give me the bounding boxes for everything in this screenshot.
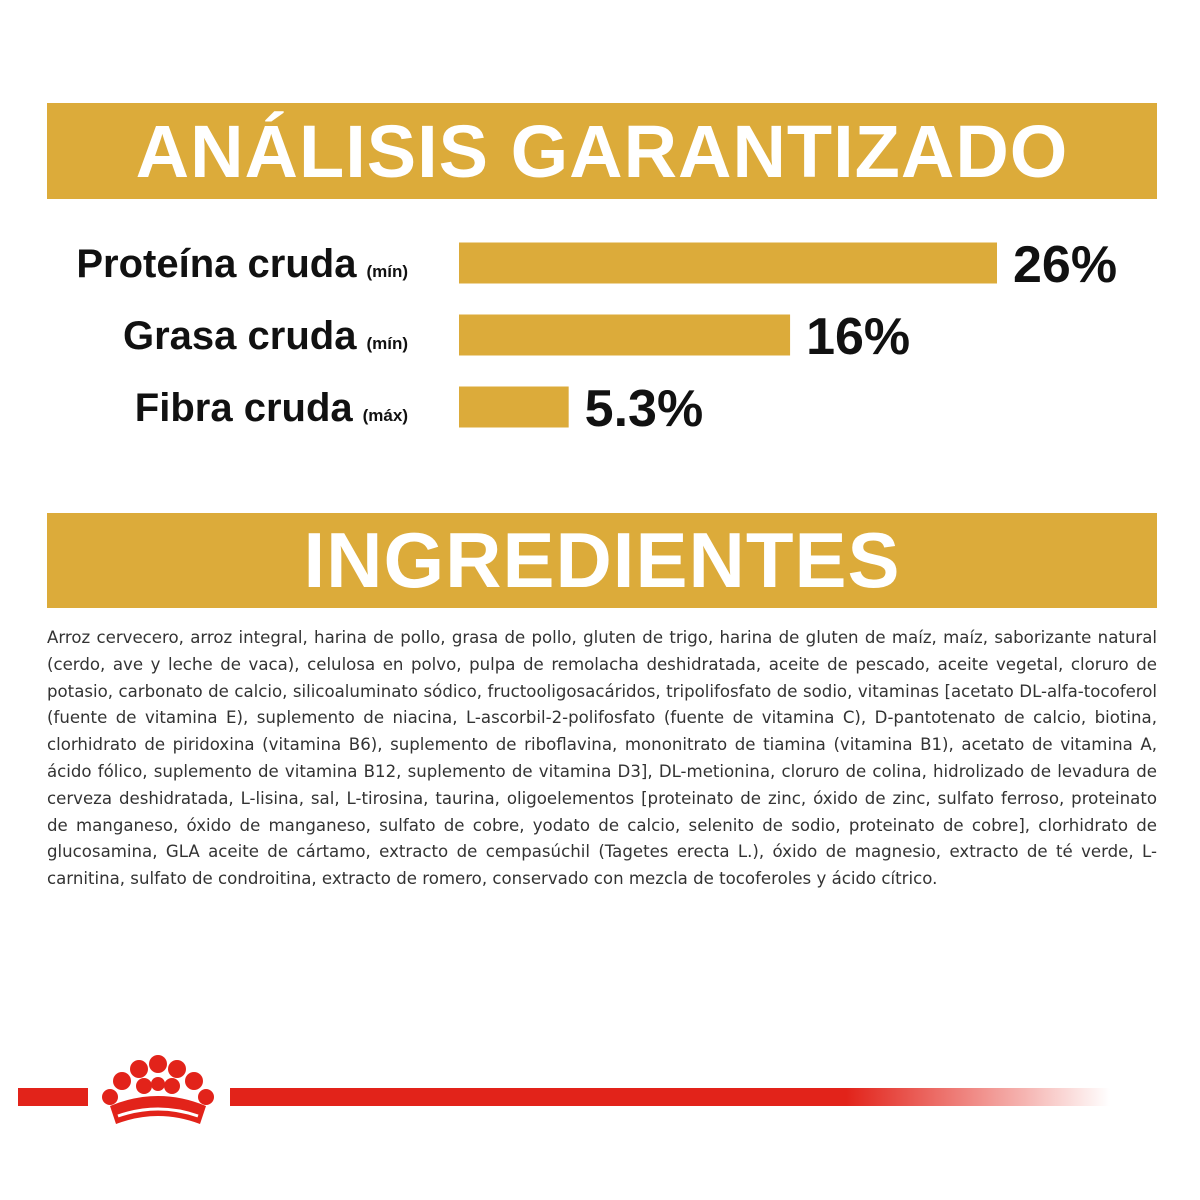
bar-2 xyxy=(459,314,791,356)
category-name: Proteína cruda xyxy=(76,242,357,286)
bar-1 xyxy=(459,242,997,284)
brand-stripe-left xyxy=(18,1088,88,1106)
category-name: Grasa cruda xyxy=(123,314,357,358)
ingredients-title: INGREDIENTES xyxy=(303,516,901,604)
analysis-title: ANÁLISIS GARANTIZADO xyxy=(135,109,1069,193)
bar-label-3: Fibra cruda (máx) xyxy=(135,386,408,430)
bar-3 xyxy=(459,386,569,428)
bar-value-label-2: 16% xyxy=(806,308,910,366)
crown-icon xyxy=(102,1055,214,1124)
brand-stripe-right xyxy=(230,1088,1110,1106)
category-qualifier: (máx) xyxy=(363,406,408,425)
bar-label-1: Proteína cruda (mín) xyxy=(76,242,408,286)
bar-value-label-1: 26% xyxy=(1013,236,1117,294)
ingredients-header: INGREDIENTES xyxy=(47,513,1157,608)
category-qualifier: (mín) xyxy=(366,262,408,281)
bar-label-2: Grasa cruda (mín) xyxy=(123,314,408,358)
footer-brand-bar xyxy=(0,1050,1200,1130)
ingredients-list: Arroz cervecero, arroz integral, harina … xyxy=(47,628,1157,889)
analysis-header: ANÁLISIS GARANTIZADO xyxy=(47,103,1157,199)
category-name: Fibra cruda xyxy=(135,386,354,430)
nutrition-bar-chart: Proteína cruda (mín) 26% Grasa cruda (mín) 16… xyxy=(76,236,1117,438)
category-qualifier: (mín) xyxy=(366,334,408,353)
bar-value-label-3: 5.3% xyxy=(585,380,704,438)
